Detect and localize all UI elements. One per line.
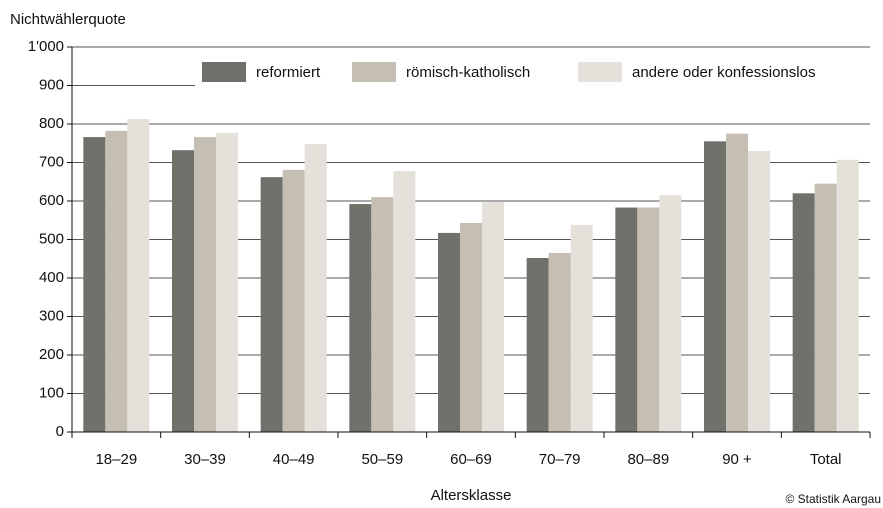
bar [304,144,327,432]
legend-label: andere oder konfessionslos [632,64,815,81]
bar [260,177,283,432]
x-axis-title: Altersklasse [431,487,512,504]
bar [371,197,394,432]
y-tick-label: 1'000 [28,38,64,55]
bar [748,150,770,432]
bar [704,141,726,432]
bar [482,202,504,432]
legend-label: reformiert [256,64,321,81]
y-tick-label: 700 [39,153,64,170]
bar [659,195,682,432]
bar [105,130,128,432]
legend-swatch [202,62,246,82]
y-tick-label: 0 [56,423,64,440]
legend-label: römisch-katholisch [406,64,530,81]
x-tick-label: Total [810,451,842,468]
y-tick-label: 900 [39,76,64,93]
bar [349,204,372,432]
bar [526,257,549,432]
x-tick-label: 50–59 [361,451,403,468]
bar [836,159,859,432]
bar [548,252,571,432]
y-tick-label: 300 [39,307,64,324]
legend-box [195,57,870,87]
legend-swatch [352,62,396,82]
bar [570,224,593,432]
y-tick-label: 400 [39,269,64,286]
bar [438,232,460,432]
bar [726,133,748,432]
bar [282,169,305,432]
bar [83,137,106,432]
bar [194,137,216,432]
bar [393,170,416,432]
bar [172,150,194,432]
bar [127,118,150,433]
bar [814,183,837,432]
bar [792,193,815,432]
y-tick-label: 600 [39,192,64,209]
x-tick-label: 18–29 [95,451,137,468]
y-axis-title: Nichtwählerquote [10,11,126,28]
legend-swatch [578,62,622,82]
x-tick-label: 60–69 [450,451,492,468]
bar [460,222,482,432]
x-tick-label: 80–89 [627,451,669,468]
bar [637,207,660,432]
x-tick-label: 40–49 [273,451,315,468]
bar [216,132,238,433]
y-tick-label: 500 [39,230,64,247]
x-tick-label: 70–79 [539,451,581,468]
bar [615,207,638,432]
x-tick-label: 30–39 [184,451,226,468]
y-tick-label: 100 [39,384,64,401]
source: © Statistik Aargau [785,492,881,506]
x-tick-label: 90 + [722,451,752,468]
y-tick-label: 200 [39,346,64,363]
y-tick-label: 800 [39,115,64,132]
